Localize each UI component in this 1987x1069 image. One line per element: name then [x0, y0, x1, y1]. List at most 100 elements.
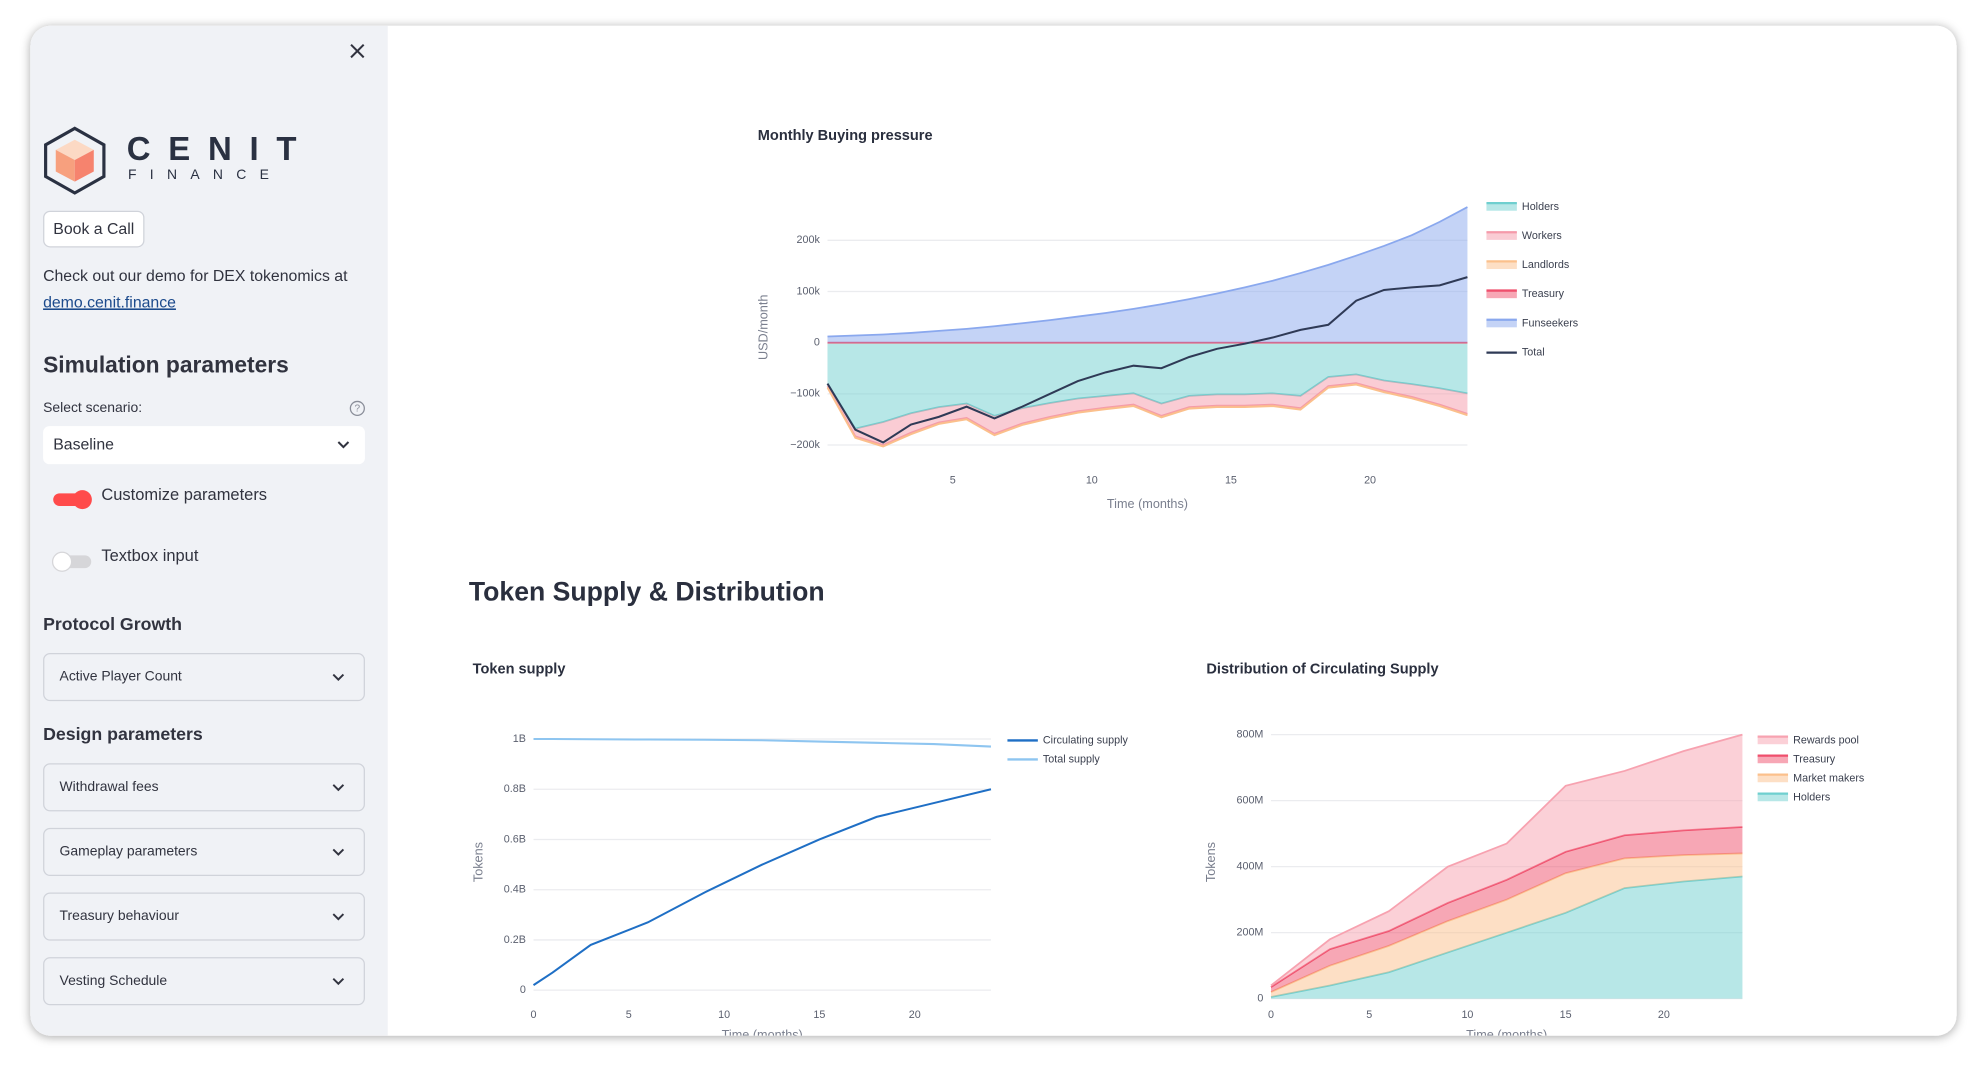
chart-title: Token supply: [473, 661, 567, 677]
line: [532, 788, 992, 986]
charts: Monthly Buying pressure −200k −100k 0 100k 20…: [471, 128, 1864, 1042]
expander[interactable]: [43, 827, 365, 877]
legend-swatch: [1757, 755, 1789, 764]
logo: [44, 126, 106, 195]
chart: Monthly Buying pressure −200k −100k 0 100k 20…: [756, 128, 1578, 511]
legend-swatch: [1757, 774, 1789, 783]
y-tick-label: −200k: [790, 439, 820, 451]
y-tick-label: 100k: [797, 285, 821, 297]
chevron: [332, 848, 345, 856]
main-heading: Token Supply & Distribution: [469, 576, 825, 606]
section-heading: Simulation parameters: [43, 352, 289, 378]
expander-label: Vesting Schedule: [60, 972, 168, 988]
legend-label: Funseekers: [1522, 317, 1578, 329]
y-tick-label: 0: [1257, 993, 1263, 1005]
window-content: CENIT FINANCE Book a Call Check out our …: [30, 25, 1864, 1042]
x-axis-title: Time (months): [1466, 1028, 1547, 1042]
group-heading: Design parameters: [43, 724, 203, 744]
legend-swatch: [1757, 793, 1789, 802]
y-tick-label: 200k: [797, 234, 821, 246]
group-heading: Protocol Growth: [43, 614, 182, 634]
legend-swatch: [1486, 203, 1517, 211]
close-button[interactable]: [350, 44, 365, 59]
toggle-knob[interactable]: [72, 490, 92, 510]
x-tick-label: 10: [718, 1009, 730, 1021]
svg-text:?: ?: [355, 404, 361, 415]
expander-label: Treasury behaviour: [60, 907, 180, 923]
legend-swatch: [1486, 319, 1517, 328]
expander[interactable]: [43, 957, 365, 1006]
sidebar: [30, 25, 388, 1036]
x-axis-title: Time (months): [722, 1028, 803, 1042]
logo-word: CENIT: [127, 130, 315, 167]
y-axis-title: USD/month: [756, 295, 770, 360]
chart: Distribution of Circulating Supply 0 200M 4…: [1204, 661, 1864, 1042]
legend-label: Treasury: [1793, 753, 1836, 765]
legend-label: Circulating supply: [1043, 734, 1129, 746]
y-tick-label: 0.2B: [504, 934, 526, 946]
chart-title: Distribution of Circulating Supply: [1206, 661, 1439, 677]
area-edge: [1270, 733, 1743, 987]
toggle-knob[interactable]: [51, 551, 73, 572]
expanders: Active Player Count Withdrawal fees Gamepl…: [43, 652, 365, 1006]
logo-sub: FINANCE: [128, 166, 282, 182]
scenario-value: Baseline: [53, 436, 114, 453]
legend-label: Workers: [1522, 230, 1562, 242]
chart-title: Monthly Buying pressure: [758, 128, 933, 144]
help-icon[interactable]: ?: [349, 400, 365, 417]
expander[interactable]: [43, 763, 365, 812]
expander[interactable]: [43, 652, 365, 702]
x-tick-label: 5: [1366, 1009, 1372, 1021]
scenario-select[interactable]: [43, 426, 365, 465]
area-edge: [827, 206, 1468, 338]
expander-label: Withdrawal fees: [60, 778, 159, 794]
chevron: [332, 673, 345, 681]
x-tick-label: 15: [1560, 1009, 1572, 1021]
area: [1271, 876, 1743, 999]
legend-label: Treasury: [1522, 288, 1565, 300]
legend-swatch: [1757, 736, 1789, 745]
y-tick-label: 600M: [1236, 794, 1263, 806]
y-tick-label: 0.6B: [504, 833, 526, 845]
legend-label: Rewards pool: [1793, 734, 1859, 746]
legend-label: Total supply: [1043, 753, 1100, 765]
y-tick-label: 0.8B: [504, 783, 526, 795]
expander-label: Active Player Count: [60, 668, 182, 684]
y-tick-label: 200M: [1236, 927, 1263, 939]
expander-label: Gameplay parameters: [60, 843, 198, 859]
legend-swatch: [1486, 290, 1517, 299]
demo-link[interactable]: demo.cenit.finance: [43, 294, 176, 311]
book-button-label: Book a Call: [53, 221, 134, 238]
legend-label: Holders: [1793, 791, 1830, 803]
area: [1271, 853, 1743, 998]
chevron: [332, 913, 345, 921]
y-tick-label: −100k: [790, 388, 820, 400]
x-tick-label: 5: [950, 474, 956, 486]
y-axis-title: Tokens: [471, 842, 485, 882]
expander[interactable]: [43, 892, 365, 941]
area: [1271, 827, 1743, 993]
y-tick-label: 800M: [1236, 728, 1263, 740]
book-button[interactable]: [43, 210, 145, 248]
legend-label: Market makers: [1793, 772, 1864, 784]
x-tick-label: 20: [909, 1009, 921, 1021]
x-axis-title: Time (months): [1107, 497, 1188, 511]
x-tick-label: 15: [813, 1009, 825, 1021]
demo-text: Check out our demo for DEX tokenomics at: [43, 268, 348, 285]
legend-label: Holders: [1522, 201, 1559, 213]
x-tick-label: 0: [1268, 1009, 1274, 1021]
y-tick-label: 0: [520, 984, 526, 996]
y-tick-label: 400M: [1236, 860, 1263, 872]
y-axis-title: Tokens: [1204, 842, 1218, 882]
legend-label: Landlords: [1522, 259, 1569, 271]
legend-swatch: [1486, 232, 1517, 240]
chevron: [332, 977, 345, 986]
area: [827, 207, 1468, 343]
x-tick-label: 15: [1225, 474, 1237, 486]
y-tick-label: 0: [814, 337, 820, 349]
y-tick-label: 0.4B: [504, 884, 526, 896]
x-tick-label: 20: [1658, 1009, 1670, 1021]
area-edge: [826, 383, 1468, 448]
legend-label: Total: [1522, 346, 1545, 358]
